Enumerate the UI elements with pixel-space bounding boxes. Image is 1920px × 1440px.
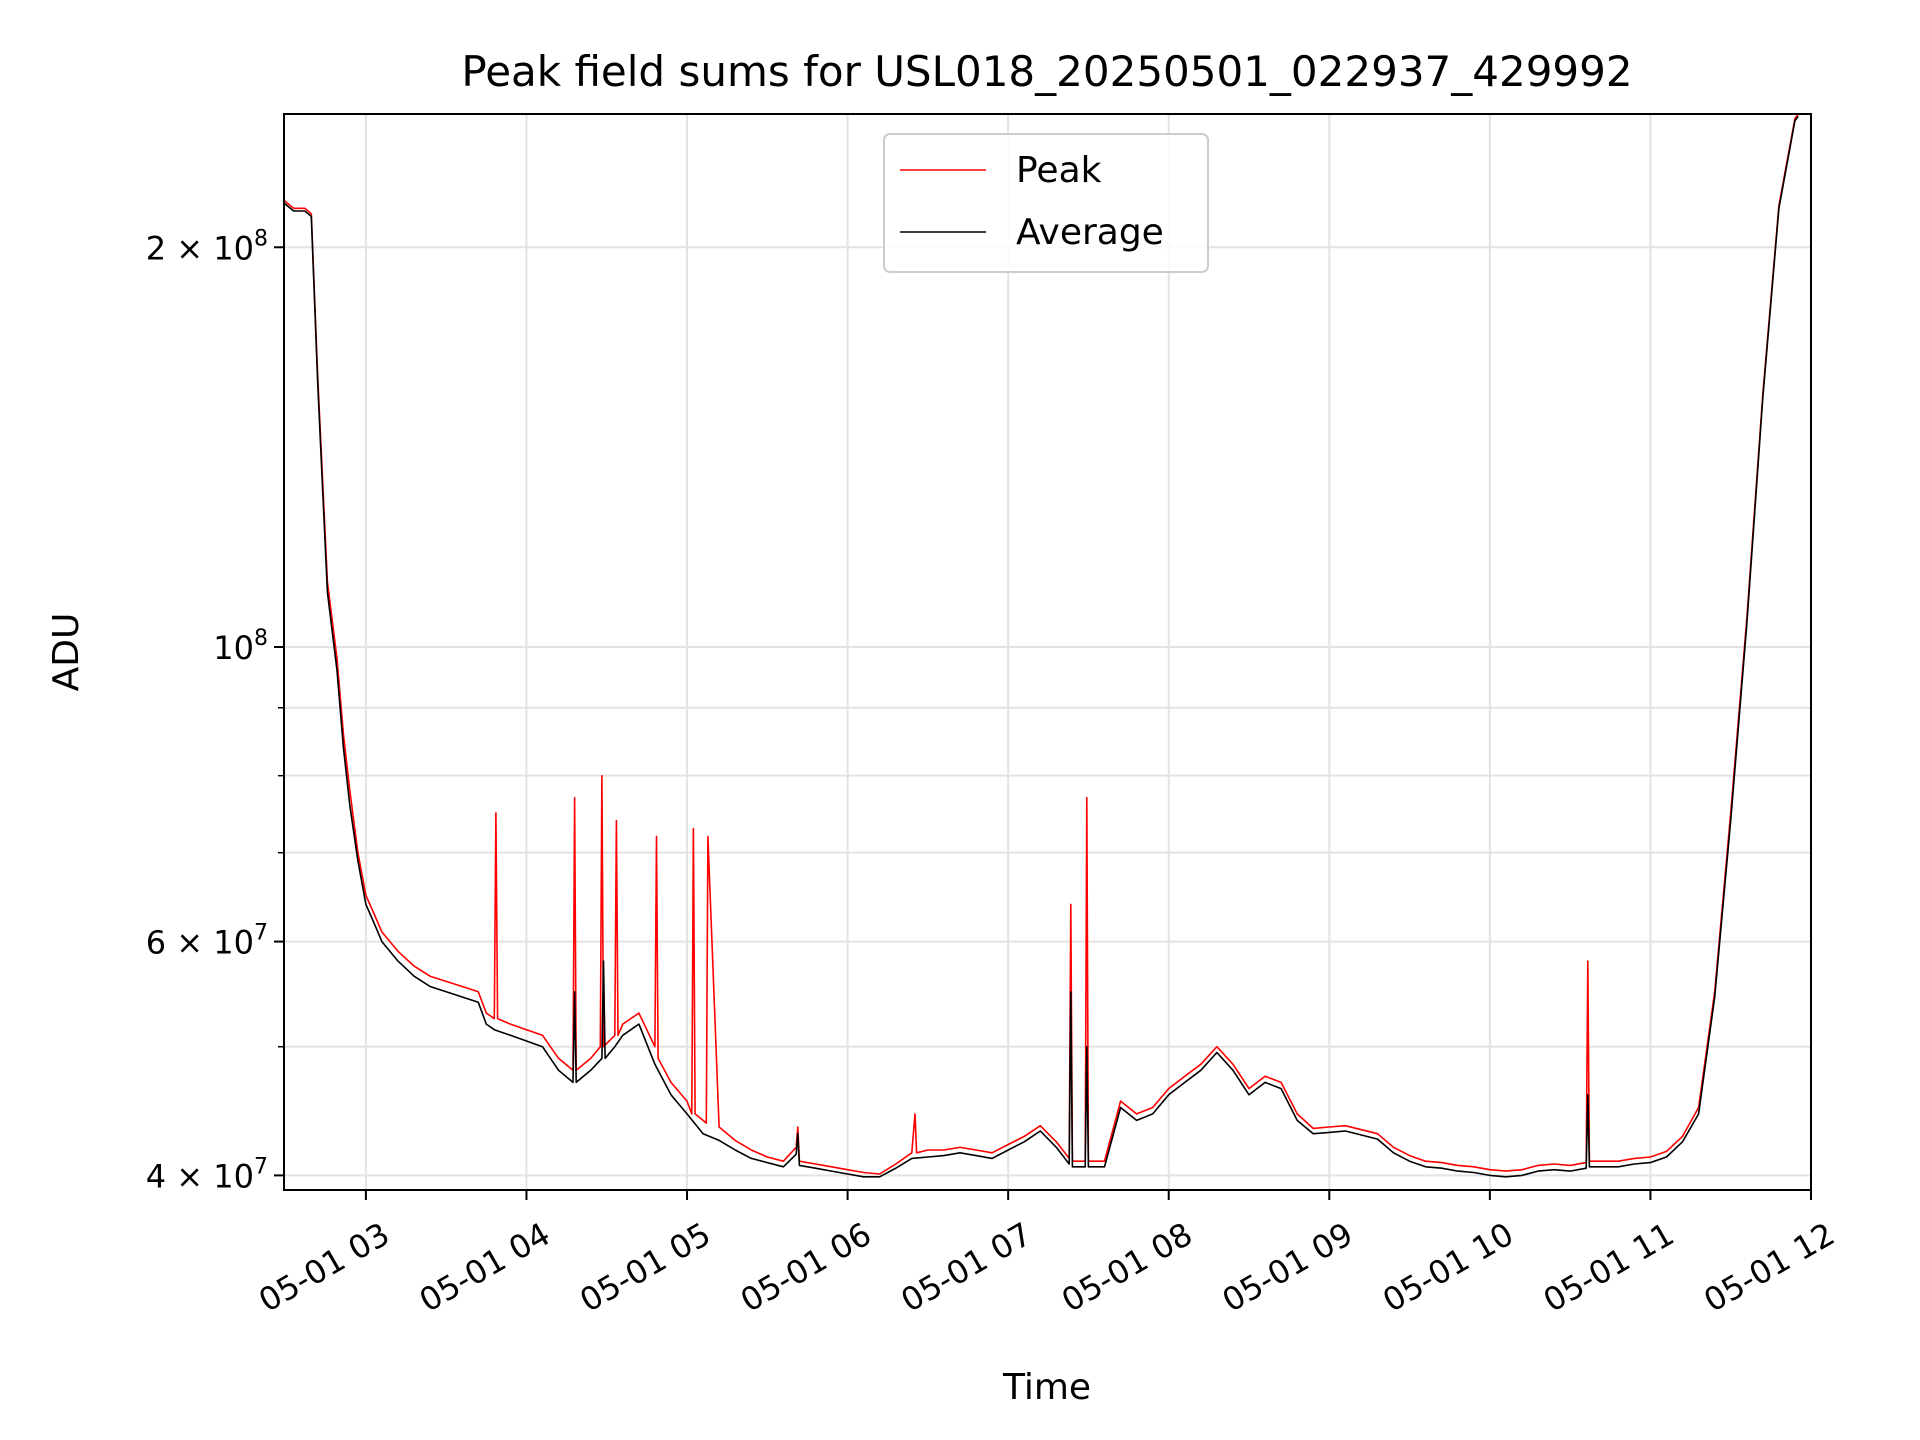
y-tick-label-exponent: 8 <box>254 226 268 251</box>
legend-box <box>883 133 1209 273</box>
y-axis-label: ADU <box>46 613 87 692</box>
legend-label-peak: Peak <box>1016 150 1102 191</box>
series-line-peak <box>284 114 1799 1175</box>
y-tick-label: 108 <box>213 626 268 667</box>
y-tick-label: 2 × 108 <box>146 226 268 267</box>
grid-lines <box>284 114 1811 1190</box>
y-tick-label-exponent: 7 <box>254 1154 268 1179</box>
y-tick-label: 4 × 107 <box>146 1154 268 1195</box>
chart-title: Peak field sums for USL018_20250501_0229… <box>461 47 1632 96</box>
series-line-average <box>284 115 1799 1178</box>
series-layer <box>284 114 1799 1178</box>
y-tick-label-base: 6 × 10 <box>146 924 254 962</box>
y-tick-label-exponent: 8 <box>254 626 268 651</box>
legend-label-average: Average <box>1016 212 1164 253</box>
plot-frame <box>283 113 1812 1191</box>
legend: Peak Average <box>883 133 1209 273</box>
y-tick-label-base: 4 × 10 <box>146 1157 254 1195</box>
y-tick-label-exponent: 7 <box>254 921 268 946</box>
y-tick-label-base: 10 <box>213 629 254 667</box>
y-tick-label: 6 × 107 <box>146 921 268 962</box>
y-tick-label-base: 2 × 10 <box>146 229 254 267</box>
x-axis-label: Time <box>1002 1367 1091 1408</box>
